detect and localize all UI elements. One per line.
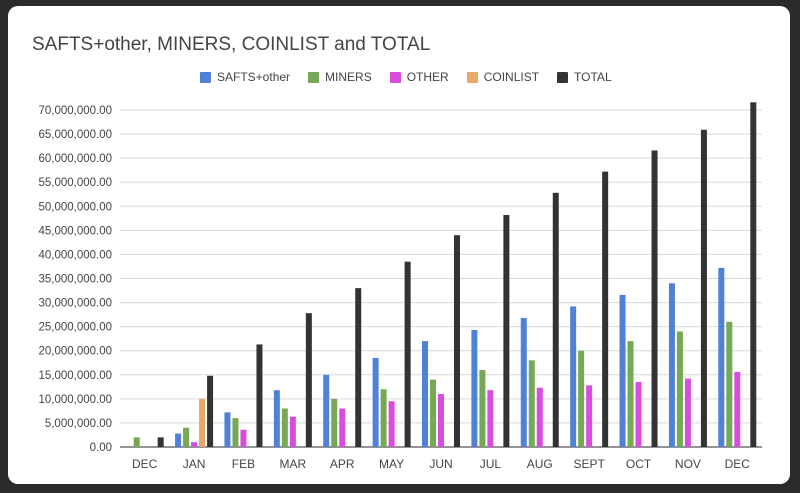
bar-other <box>586 385 593 447</box>
bar-safts-other <box>224 412 231 447</box>
y-tick-label: 5,000,000.00 <box>45 418 112 430</box>
bar-safts-other <box>718 267 725 447</box>
bar-safts-other <box>273 390 280 447</box>
bar-miners <box>627 341 634 447</box>
bar-other <box>339 408 346 447</box>
y-tick-label: 45,000,000.00 <box>38 225 112 237</box>
bar-safts-other <box>175 433 182 447</box>
bar-other <box>684 378 691 447</box>
bar-miners <box>183 427 190 447</box>
y-tick-label: 50,000,000.00 <box>38 201 112 213</box>
legend-label: TOTAL <box>574 70 612 84</box>
bar-miners <box>380 389 387 447</box>
legend-label: COINLIST <box>483 70 540 84</box>
chart-title: SAFTS+other, MINERS, COINLIST and TOTAL <box>32 34 431 55</box>
legend: SAFTS+other MINERS OTHER COINLIST TOTAL <box>200 70 612 84</box>
legend-swatch <box>308 71 320 83</box>
bar-miners <box>232 418 239 447</box>
x-tick-label: APR <box>330 457 355 471</box>
legend-item-coinlist: COINLIST <box>466 70 540 84</box>
x-tick-label: AUG <box>527 457 553 471</box>
bar-safts-other <box>520 317 527 447</box>
bar-other <box>487 390 494 447</box>
legend-label: SAFTS+other <box>217 70 291 84</box>
bar-total <box>602 171 609 447</box>
bar-total <box>454 235 460 447</box>
bar-total <box>305 313 312 447</box>
bar-other <box>734 371 741 447</box>
bar-miners <box>676 331 683 447</box>
y-tick-label: 35,000,000.00 <box>38 274 112 286</box>
bar-safts-other <box>323 374 330 447</box>
y-tick-label: 15,000,000.00 <box>38 370 112 382</box>
bar-miners <box>479 369 486 447</box>
bar-other <box>289 416 296 447</box>
x-tick-label: OCT <box>626 457 652 471</box>
bar-miners <box>133 437 140 447</box>
bar-safts-other <box>570 306 577 447</box>
chart-plot: 0.00 5,000,000.00 10,000,000.00 15,000,000.… <box>38 102 762 471</box>
y-tick-label: 70,000,000.00 <box>38 105 112 117</box>
legend-swatch <box>200 71 211 83</box>
x-tick-label: DEC <box>725 457 751 471</box>
bar-miners <box>281 408 288 447</box>
bar-coinlist <box>199 398 206 447</box>
bar-other <box>438 394 444 447</box>
y-tick-label: 20,000,000.00 <box>38 346 112 358</box>
legend-item-total: TOTAL <box>557 70 612 84</box>
bar-miners <box>578 350 585 447</box>
bar-total <box>503 214 510 447</box>
bar-total <box>256 344 263 447</box>
bar-total <box>355 288 362 447</box>
legend-label: MINERS <box>325 70 372 84</box>
y-tick-label: 40,000,000.00 <box>38 249 112 261</box>
chart-card: SAFTS+other, MINERS, COINLIST and TOTAL … <box>8 6 790 484</box>
legend-item-miners: MINERS <box>308 70 372 84</box>
bar-total <box>750 102 757 447</box>
legend-swatch <box>466 71 478 83</box>
bar-safts-other <box>372 357 379 447</box>
bar-miners <box>430 379 436 447</box>
legend-item-safts-other: SAFTS+other <box>200 70 290 84</box>
bar-other <box>388 401 395 447</box>
bar-other <box>536 387 543 447</box>
x-tick-label: MAR <box>280 457 307 471</box>
bar-total <box>207 375 214 447</box>
bar-other <box>635 382 642 447</box>
bar-safts-other <box>422 341 428 447</box>
legend-swatch <box>557 71 569 83</box>
x-tick-label: NOV <box>675 457 701 471</box>
bar-other <box>191 442 198 447</box>
bar-miners <box>726 321 733 447</box>
bar-total <box>157 437 164 447</box>
x-tick-label: FEB <box>232 457 255 471</box>
legend-swatch <box>389 71 401 83</box>
y-tick-label: 10,000,000.00 <box>38 394 112 406</box>
x-tick-label: SEPT <box>573 457 605 471</box>
bar-total <box>651 150 658 447</box>
y-tick-label: 55,000,000.00 <box>38 177 112 189</box>
bar-total <box>404 261 411 447</box>
x-tick-label: DEC <box>132 457 158 471</box>
bar-total <box>552 192 559 447</box>
x-tick-label: JUL <box>480 457 502 471</box>
y-tick-label: 0.00 <box>90 442 112 454</box>
y-tick-label: 60,000,000.00 <box>38 153 112 165</box>
x-tick-label: JUN <box>429 457 452 471</box>
legend-label: OTHER <box>406 70 449 84</box>
legend-item-other: OTHER <box>389 70 449 84</box>
bar-safts-other <box>619 294 626 447</box>
y-tick-label: 25,000,000.00 <box>38 322 112 334</box>
bar-total <box>700 129 707 447</box>
x-tick-label: JAN <box>183 457 206 471</box>
bar-safts-other <box>668 283 675 447</box>
y-tick-label: 30,000,000.00 <box>38 298 112 310</box>
x-tick-label: MAY <box>379 457 404 471</box>
y-tick-label: 65,000,000.00 <box>38 129 112 141</box>
bar-miners <box>331 398 338 447</box>
bar-miners <box>528 360 535 447</box>
bar-safts-other <box>471 330 478 447</box>
bar-other <box>240 429 247 447</box>
